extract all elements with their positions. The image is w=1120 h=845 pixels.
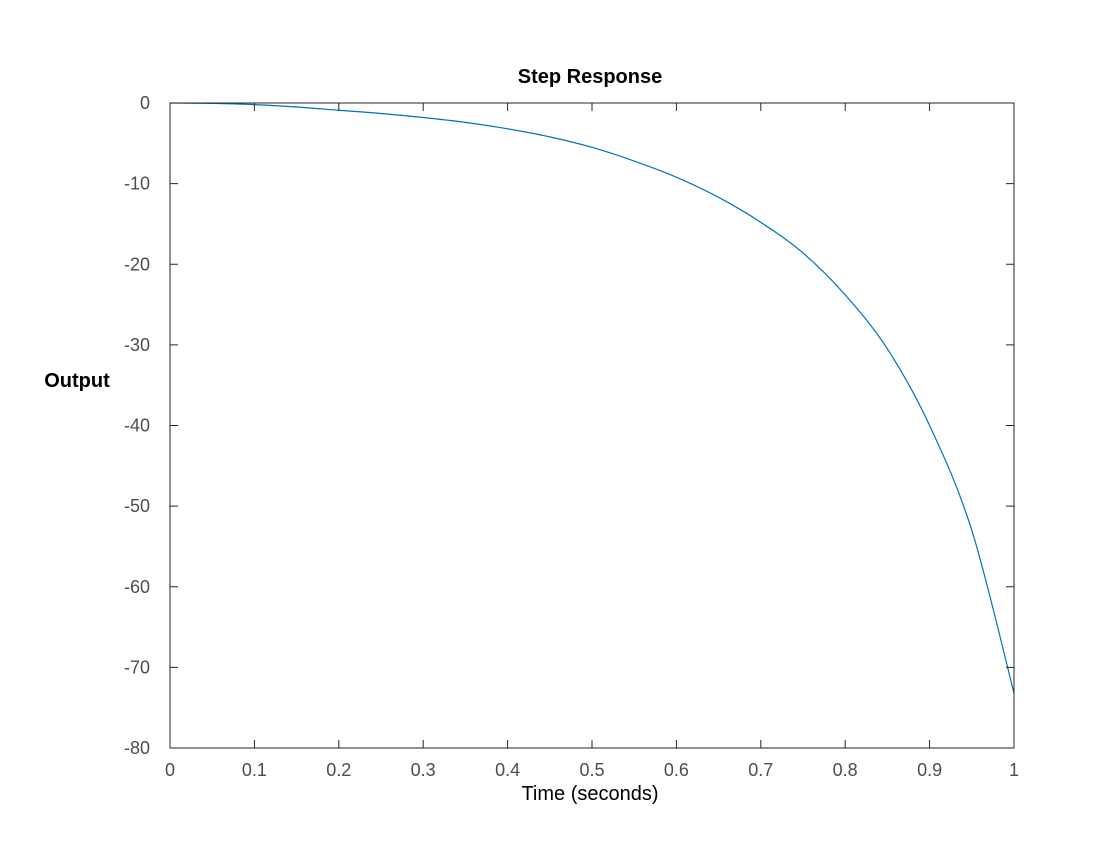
y-tick-label: -40 — [124, 416, 150, 436]
x-tick-label: 0.8 — [833, 760, 858, 780]
x-tick-label: 0.3 — [411, 760, 436, 780]
x-axis-label: Time (seconds) — [521, 783, 658, 805]
x-tick-label: 0.6 — [664, 760, 689, 780]
y-tick-label: -10 — [124, 174, 150, 194]
y-tick-label: -30 — [124, 335, 150, 355]
x-tick-label: 1 — [1009, 760, 1019, 780]
x-tick-label: 0.1 — [242, 760, 267, 780]
y-tick-label: 0 — [140, 93, 150, 113]
x-tick-label: 0.5 — [579, 760, 604, 780]
x-tick-label: 0.4 — [495, 760, 520, 780]
chart-title: Step Response — [518, 66, 662, 88]
x-tick-label: 0.7 — [748, 760, 773, 780]
x-tick-label: 0.2 — [326, 760, 351, 780]
x-tick-label: 0.9 — [917, 760, 942, 780]
y-tick-label: -60 — [124, 577, 150, 597]
y-tick-label: -80 — [124, 738, 150, 758]
y-tick-label: -20 — [124, 254, 150, 274]
y-axis-label: Output — [44, 370, 110, 392]
y-tick-label: -50 — [124, 496, 150, 516]
y-tick-label: -70 — [124, 657, 150, 677]
plot-area — [170, 103, 1014, 748]
x-tick-label: 0 — [165, 760, 175, 780]
